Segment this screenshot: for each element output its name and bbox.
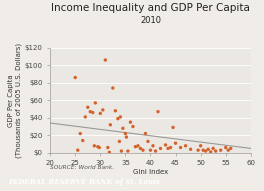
Y-axis label: GDP Per Capita
(Thousands of 2005 U.S. Dollars): GDP Per Capita (Thousands of 2005 U.S. D… [8, 43, 22, 158]
Point [88, 110, 92, 113]
Point [96, 145, 100, 148]
Point [136, 144, 140, 147]
Point [201, 149, 205, 152]
Point [81, 139, 85, 142]
Point [92, 144, 96, 147]
Point [204, 150, 208, 153]
Point [183, 144, 188, 147]
Point [93, 101, 97, 104]
Point [76, 149, 80, 152]
Point [226, 149, 230, 152]
Point [126, 150, 130, 153]
Point [199, 144, 203, 147]
Text: FEDERAL RESERVE BANK of St. Louis: FEDERAL RESERVE BANK of St. Louis [8, 178, 160, 186]
Point [121, 127, 125, 130]
Text: Income Inequality and GDP Per Capita: Income Inequality and GDP Per Capita [51, 3, 250, 13]
Point [163, 143, 168, 146]
X-axis label: Gini Index: Gini Index [133, 168, 168, 175]
Point [141, 149, 145, 152]
Point [83, 115, 87, 118]
Point [148, 149, 153, 152]
Point [211, 147, 215, 150]
Point [131, 125, 135, 128]
Point [111, 87, 115, 90]
Point [91, 111, 95, 114]
Point [106, 146, 110, 149]
Point [166, 147, 170, 150]
Point [229, 147, 233, 150]
Point [113, 109, 117, 112]
Point [153, 150, 158, 153]
Point [196, 149, 200, 152]
Point [116, 117, 120, 120]
Point [219, 149, 223, 152]
Point [118, 115, 122, 118]
Point [188, 148, 193, 151]
Point [86, 106, 90, 109]
Point [98, 112, 102, 115]
Text: SOURCE: World Bank.: SOURCE: World Bank. [50, 165, 114, 170]
Point [209, 150, 213, 153]
Point [103, 58, 107, 62]
Point [119, 150, 124, 153]
Point [146, 140, 150, 143]
Point [171, 126, 175, 129]
Point [78, 132, 82, 135]
Point [97, 146, 101, 149]
Point [151, 144, 155, 147]
Point [158, 147, 163, 150]
Point [156, 110, 160, 113]
Point [133, 145, 138, 148]
Point [108, 123, 112, 126]
Point [73, 76, 77, 79]
Point [168, 146, 173, 149]
Point [224, 146, 228, 149]
Point [101, 108, 105, 111]
Point [178, 146, 183, 149]
Point [206, 148, 210, 151]
Point [107, 151, 111, 154]
Point [128, 121, 133, 124]
Point [173, 142, 178, 145]
Point [214, 150, 218, 153]
Point [117, 140, 121, 143]
Text: 2010: 2010 [140, 16, 161, 25]
Point [143, 132, 148, 135]
Point [124, 136, 129, 139]
Point [123, 132, 128, 135]
Point [138, 147, 143, 150]
